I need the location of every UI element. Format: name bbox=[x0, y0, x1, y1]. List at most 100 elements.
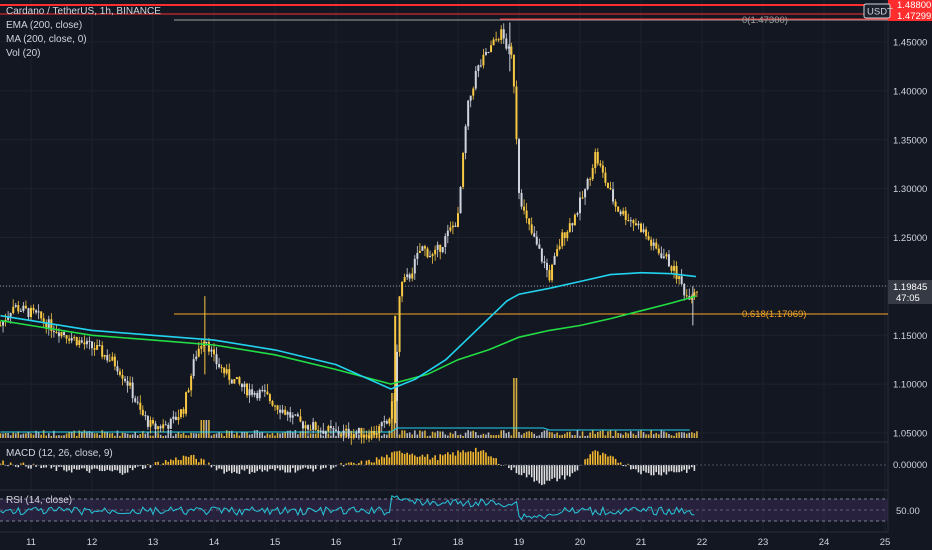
candle-body bbox=[667, 254, 670, 267]
macd-bar bbox=[614, 458, 617, 465]
macd-bar bbox=[238, 465, 241, 474]
candle-body bbox=[469, 95, 472, 101]
volume-bar bbox=[645, 434, 647, 438]
candle-body bbox=[251, 389, 254, 395]
candle-body bbox=[441, 247, 444, 252]
macd-bar bbox=[683, 465, 686, 470]
candle-body bbox=[645, 229, 648, 237]
volume-bar bbox=[243, 431, 246, 438]
volume-legend[interactable]: Vol (20) bbox=[6, 48, 41, 59]
candle-body bbox=[665, 254, 668, 257]
volume-bar bbox=[50, 435, 53, 438]
macd-bar bbox=[75, 465, 78, 470]
macd-bar bbox=[551, 465, 553, 479]
candle-body bbox=[12, 306, 15, 313]
macd-bar bbox=[624, 465, 627, 467]
candle-body bbox=[32, 307, 35, 311]
macd-bar bbox=[243, 465, 246, 471]
volume-bar bbox=[172, 435, 175, 438]
currency-badge-box[interactable] bbox=[863, 3, 891, 19]
ema-200-line[interactable] bbox=[0, 271, 696, 390]
volume-bar bbox=[106, 432, 109, 438]
volume-bar bbox=[647, 434, 650, 438]
candle-body bbox=[472, 88, 475, 96]
candle-body bbox=[24, 305, 27, 309]
volume-bar bbox=[131, 434, 134, 438]
volume-bar bbox=[152, 435, 154, 438]
candle-body bbox=[594, 151, 597, 169]
volume-bar bbox=[599, 430, 602, 438]
candle-body bbox=[164, 424, 167, 426]
candle-body bbox=[411, 273, 414, 279]
volume-bar bbox=[584, 435, 586, 438]
macd-bar bbox=[424, 456, 426, 465]
candle-body bbox=[482, 54, 485, 66]
macd-bar bbox=[103, 465, 106, 472]
macd-bar bbox=[294, 465, 297, 473]
rsi-legend[interactable]: RSI (14, close) bbox=[6, 495, 73, 506]
ma-200-line[interactable] bbox=[0, 295, 697, 385]
volume-bar bbox=[286, 430, 289, 438]
rsi-line[interactable] bbox=[0, 495, 695, 521]
macd-bar bbox=[431, 457, 434, 465]
candle-body bbox=[106, 355, 109, 361]
symbol-legend[interactable]: Cardano / TetherUS, 1h, BINANCE bbox=[6, 6, 161, 17]
volume-bar bbox=[635, 435, 637, 438]
candle-body bbox=[637, 223, 640, 226]
candle-body bbox=[19, 310, 22, 312]
candle-body bbox=[205, 341, 208, 343]
volume-bar bbox=[241, 431, 243, 438]
candle-body bbox=[553, 255, 556, 265]
candle-body bbox=[192, 359, 195, 376]
volume-bar bbox=[650, 430, 652, 438]
candle-body bbox=[505, 38, 508, 49]
candle-body bbox=[388, 418, 391, 424]
currency-badge[interactable]: USDT bbox=[867, 7, 893, 18]
macd-bar bbox=[83, 465, 86, 469]
ema-legend[interactable]: EMA (200, close) bbox=[6, 20, 83, 31]
macd-bar bbox=[342, 465, 345, 467]
time-axis-ticks[interactable]: 11 12 13 14 15 16 17 18 19 20 21 22 23 24 25 bbox=[26, 537, 890, 548]
candle-body bbox=[52, 330, 55, 332]
macd-bar bbox=[452, 452, 454, 465]
candle-body bbox=[248, 389, 251, 396]
volume-bar bbox=[96, 433, 98, 438]
top-tag-2: 1.47299 bbox=[897, 11, 931, 22]
macd-bar bbox=[403, 453, 406, 465]
volume-bar bbox=[589, 432, 591, 438]
volume-bar bbox=[670, 435, 673, 438]
macd-bar bbox=[693, 465, 696, 471]
macd-bar bbox=[487, 456, 490, 465]
volume-bar bbox=[269, 434, 271, 438]
macd-bar bbox=[541, 465, 543, 486]
volume-bar bbox=[200, 420, 203, 438]
candle-body bbox=[45, 322, 48, 329]
ma-legend[interactable]: MA (200, close, 0) bbox=[6, 34, 87, 45]
macd-bar bbox=[378, 459, 381, 465]
candle-body bbox=[83, 342, 86, 345]
volume-bar bbox=[190, 432, 192, 438]
volume-bar bbox=[121, 432, 124, 438]
time-tick-label: 18 bbox=[453, 537, 464, 548]
volume-bar bbox=[505, 433, 508, 438]
volume-bar bbox=[47, 433, 50, 438]
macd-bar bbox=[388, 457, 391, 465]
volume-bar bbox=[129, 434, 131, 438]
volume-bar bbox=[500, 430, 503, 438]
macd-bar bbox=[210, 465, 213, 468]
macd-bar bbox=[256, 465, 259, 472]
macd-bar bbox=[640, 465, 642, 475]
macd-bar bbox=[81, 465, 83, 469]
volume-bar bbox=[60, 435, 63, 438]
volume-bar bbox=[477, 435, 480, 438]
volume-bar bbox=[538, 435, 541, 438]
candle-body bbox=[73, 337, 76, 339]
macd-legend[interactable]: MACD (12, 26, close, 9) bbox=[6, 448, 113, 459]
volume-bar bbox=[53, 430, 55, 438]
candle-body bbox=[368, 435, 371, 439]
time-tick-label: 11 bbox=[26, 537, 36, 548]
macd-bar bbox=[584, 459, 586, 465]
volume-bar bbox=[401, 430, 403, 438]
candle-body bbox=[396, 351, 398, 401]
